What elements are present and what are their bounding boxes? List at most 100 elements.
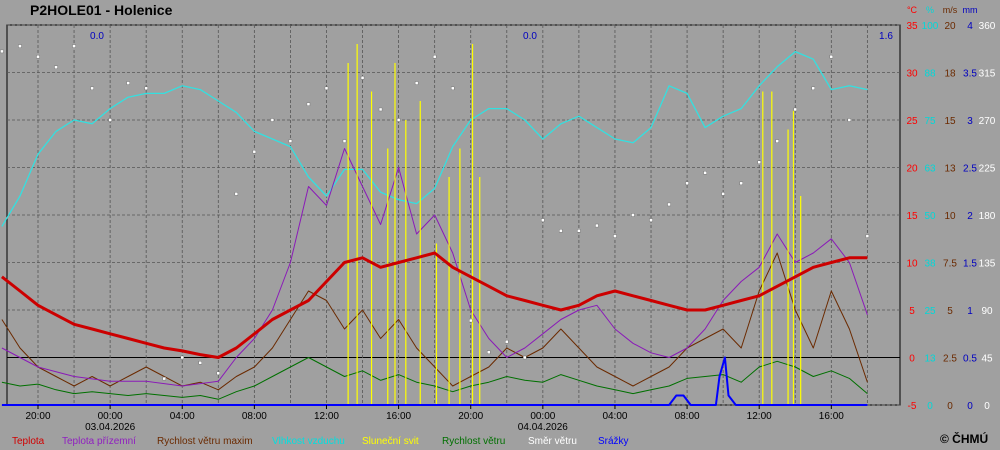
axis-unit: mm: [963, 5, 978, 15]
y-tick-label: 135: [979, 259, 996, 270]
x-tick-label: 04:00: [170, 411, 195, 422]
wind-direction-point: [54, 65, 58, 69]
y-tick-label: 3: [967, 116, 973, 127]
daily-precip-label: 0.0: [90, 31, 104, 42]
wind-direction-point: [342, 139, 347, 143]
x-tick-label: 16:00: [386, 411, 411, 422]
y-tick-label: 100: [922, 21, 939, 32]
wind-direction-point: [505, 339, 509, 344]
wind-direction-point: [216, 371, 221, 376]
wind-direction-point: [0, 49, 4, 54]
legend-item: Teplota: [12, 436, 45, 447]
y-tick-label: 0: [967, 401, 973, 412]
x-tick-label: 20:00: [458, 411, 483, 422]
y-tick-label: 315: [979, 69, 996, 80]
y-tick-label: 35: [906, 21, 918, 32]
y-tick-label: 1.5: [963, 259, 977, 270]
wind-direction-point: [126, 81, 130, 85]
y-tick-label: 0: [909, 354, 915, 365]
y-tick-label: 4: [967, 21, 973, 32]
wind-direction-point: [360, 76, 365, 80]
y-tick-label: 0: [984, 401, 990, 412]
wind-direction-point: [36, 54, 40, 59]
y-tick-label: 2.5: [963, 164, 977, 175]
y-tick-label: 15: [906, 211, 918, 222]
grid: [7, 24, 900, 406]
wind-direction-point: [685, 181, 689, 186]
series-humidity: [1, 50, 868, 227]
wind-direction-point: [793, 107, 797, 112]
wind-direction-point: [541, 218, 545, 222]
wind-direction-point: [108, 118, 112, 122]
y-tick-label: -5: [908, 401, 917, 412]
x-tick-label: 00:00: [530, 411, 555, 422]
y-tick-label: 2: [967, 211, 973, 222]
y-tick-label: 10: [906, 259, 918, 270]
y-tick-label: 30: [906, 69, 918, 80]
axis-unit: m/s: [943, 5, 958, 15]
wind-direction-point: [703, 171, 707, 175]
wind-direction-point: [306, 102, 311, 106]
x-tick-label: 04:00: [602, 411, 627, 422]
y-tick-label: 88: [924, 69, 936, 80]
axis-unit: %: [926, 5, 934, 15]
y-tick-label: 225: [979, 164, 996, 175]
y-tick-label: 0.5: [963, 354, 977, 365]
y-tick-label: 45: [981, 354, 993, 365]
wind-direction-point: [270, 118, 275, 122]
y-tick-label: 2.5: [943, 354, 957, 365]
wind-direction-point: [865, 234, 870, 238]
daily-precip-label: 1.6: [879, 31, 893, 42]
legend-item: Vlhkost vzduchu: [272, 436, 345, 447]
y-tick-label: 360: [979, 21, 996, 32]
daily-precip-label: 0.0: [523, 31, 537, 42]
wind-direction-point: [288, 139, 293, 143]
wind-direction-point: [775, 139, 779, 143]
wind-direction-point: [811, 86, 815, 91]
y-tick-label: 180: [979, 211, 996, 222]
wind-direction-point: [72, 44, 76, 48]
wind-direction-point: [721, 192, 725, 196]
y-tick-label: 25: [906, 116, 918, 127]
wind-direction-point: [162, 376, 166, 381]
wind-direction-point: [450, 86, 455, 91]
wind-direction-point: [396, 118, 401, 122]
wind-direction-point: [432, 54, 437, 59]
y-tick-label: 5: [947, 306, 953, 317]
wind-direction-point: [144, 86, 148, 91]
wind-direction-point: [613, 234, 617, 238]
chart-title: P2HOLE01 - Holenice: [30, 2, 173, 18]
legend-item: Rychlost větru maxim: [157, 436, 253, 447]
wind-direction-point: [829, 54, 834, 59]
y-tick-label: 20: [906, 164, 918, 175]
wind-direction-point: [234, 192, 239, 196]
x-tick-label: 16:00: [819, 411, 844, 422]
legend: Teplota Teplota přízemní Rychlost větru ma…: [12, 436, 629, 447]
wind-direction-point: [523, 355, 527, 360]
y-tick-label: 50: [924, 211, 936, 222]
series-precipitation: [1, 356, 868, 406]
series-wind: [1, 357, 868, 400]
y-tick-label: 18: [944, 69, 956, 80]
x-tick-label: 08:00: [242, 411, 267, 422]
y-tick-label: 90: [981, 306, 993, 317]
axis-unit: °C: [907, 5, 918, 15]
legend-item: Rychlost větru: [442, 436, 505, 447]
wind-direction-point: [18, 44, 22, 48]
wind-direction-point: [198, 361, 202, 365]
y-tick-label: 270: [979, 116, 996, 127]
y-tick-label: 63: [924, 164, 936, 175]
y-tick-label: 25: [924, 306, 936, 317]
y-tick-label: 13: [944, 164, 956, 175]
legend-item: Směr větru: [528, 436, 577, 447]
y-tick-label: 3.5: [963, 69, 977, 80]
date-label: 04.04.2026: [518, 422, 568, 433]
wind-direction-point: [180, 355, 184, 360]
series-wind-max: [1, 252, 868, 391]
wind-direction-point: [559, 229, 563, 233]
x-tick-label: 08:00: [675, 411, 700, 422]
y-tick-label: 15: [944, 116, 956, 127]
y-tick-label: 38: [924, 259, 936, 270]
wind-direction-point: [487, 350, 491, 354]
